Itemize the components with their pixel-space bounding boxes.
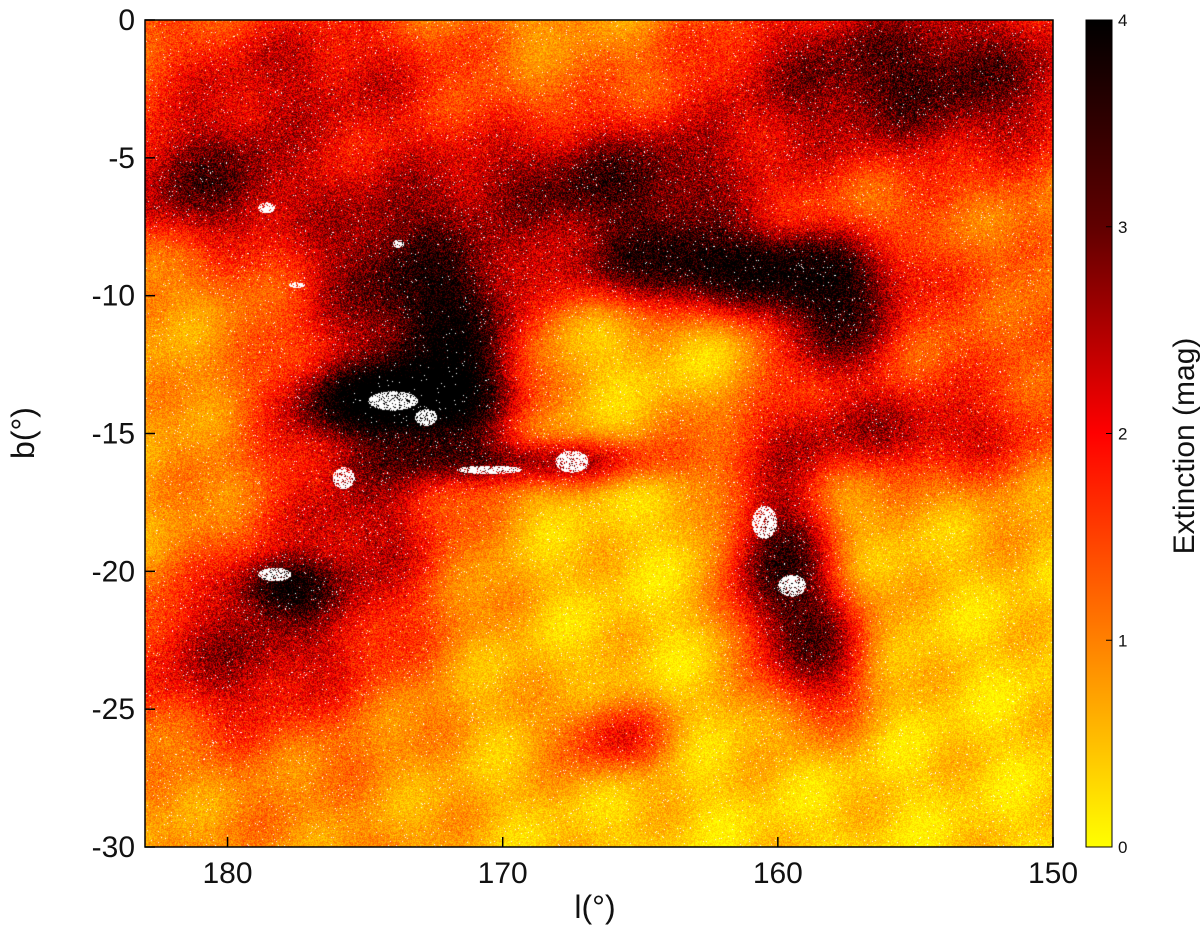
- colorbar-title: Extinction (mag): [1168, 338, 1200, 555]
- y-tick-label: -20: [92, 555, 135, 588]
- x-axis-title: l(°): [574, 889, 615, 925]
- y-tick-label: -25: [92, 693, 135, 726]
- colorbar-tick-label: 4: [1118, 11, 1127, 30]
- colorbar: 0 1 2 3 4: [1085, 11, 1127, 857]
- x-tick-label: 160: [753, 857, 803, 890]
- y-tick-label: -10: [92, 280, 135, 313]
- x-tick-label: 180: [203, 857, 253, 890]
- x-axis: 180 170 160 150: [203, 837, 1078, 890]
- heatmap-image-container: [145, 20, 1053, 847]
- y-tick-label: 0: [118, 4, 135, 37]
- y-tick-label: -5: [108, 142, 135, 175]
- x-tick-label: 170: [478, 857, 528, 890]
- y-axis-title: b(°): [5, 407, 41, 459]
- y-tick-label: -15: [92, 418, 135, 451]
- y-axis: 0 -5 -10 -15 -20 -25 -30: [92, 4, 155, 864]
- colorbar-tick-label: 1: [1118, 631, 1127, 650]
- colorbar-tick-label: 2: [1118, 425, 1127, 444]
- colorbar-tick-label: 0: [1118, 838, 1127, 857]
- y-tick-label: -30: [92, 831, 135, 864]
- x-tick-label: 150: [1028, 857, 1078, 890]
- heatmap-image: [145, 20, 1053, 847]
- colorbar-tick-label: 3: [1118, 218, 1127, 237]
